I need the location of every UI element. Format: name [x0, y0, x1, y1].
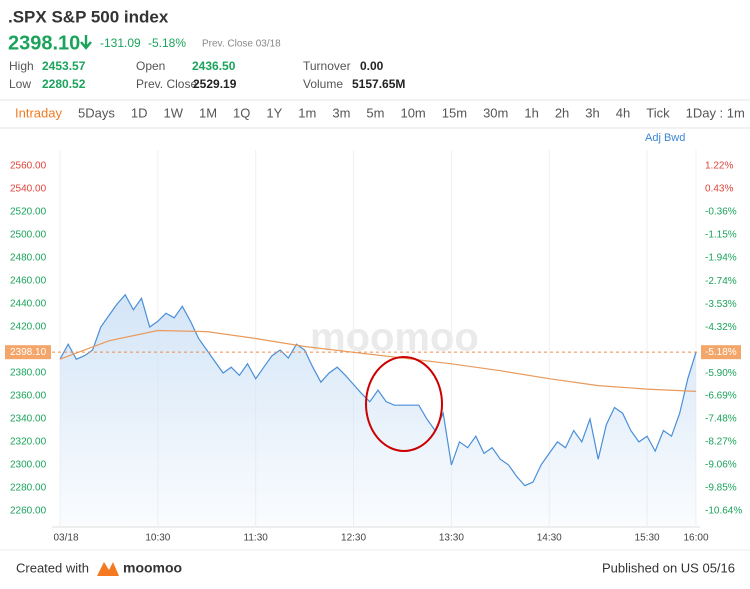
y2-tick-label: 1.22% [705, 161, 733, 172]
price-line [59, 293, 697, 487]
y2-tick-label: -0.36% [705, 207, 737, 218]
stat-label: Open [136, 59, 165, 73]
last-price-box [5, 345, 51, 360]
stat-label: Prev. Close [136, 77, 197, 91]
y-tick-label: 2380.00 [10, 368, 47, 379]
y-tick-label: 2440.00 [10, 299, 47, 310]
prev-close-date: Prev. Close 03/18 [202, 39, 281, 50]
y2-tick-label: -3.53% [705, 299, 737, 310]
stat-value: 2453.57 [42, 59, 86, 73]
stat-value: 2436.50 [192, 59, 236, 73]
x-tick-label: 16:00 [683, 533, 708, 544]
stats: High 2453.57 Low 2280.52 Open 2436.50 Prev. Cl… [9, 59, 405, 91]
y-tick-label: 2520.00 [10, 207, 47, 218]
y2-tick-label: -8.27% [705, 437, 737, 448]
x-tick-label: 15:30 [635, 533, 660, 544]
tab[interactable]: 1Q [233, 105, 250, 120]
last-pct-label: -5.18% [705, 347, 737, 358]
y2-tick-label: -2.74% [705, 276, 737, 287]
change-pct: -5.18% [148, 36, 186, 50]
stat-label: Low [9, 77, 31, 91]
watermark: moomoo [310, 316, 479, 360]
stat-value: 5157.65M [352, 77, 405, 91]
tab[interactable]: 1W [163, 105, 183, 120]
tab[interactable]: Tick [646, 105, 670, 120]
stat-label: High [9, 59, 34, 73]
y2-tick-label: -10.64% [705, 506, 742, 517]
change: -131.09 [100, 36, 141, 50]
tab[interactable]: 1h [524, 105, 538, 120]
tab[interactable]: 1Y [266, 105, 282, 120]
y-tick-label: 2280.00 [10, 483, 47, 494]
y-tick-label: 2260.00 [10, 506, 47, 517]
y2-tick-label: -1.15% [705, 230, 737, 241]
adjust[interactable]: Adj Bwd [645, 132, 685, 144]
y-tick-label: 2320.00 [10, 437, 47, 448]
y2-tick-label: -7.48% [705, 414, 737, 425]
y-tick-label: 2360.00 [10, 391, 47, 402]
tab[interactable]: 10m [400, 105, 425, 120]
y2-tick-label: -9.85% [705, 483, 737, 494]
x-tick-label: 10:30 [145, 533, 170, 544]
average-line [59, 329, 697, 392]
tab[interactable]: 1Day : 1m [686, 105, 745, 120]
y-tick-label: 2340.00 [10, 414, 47, 425]
tab[interactable]: 30m [483, 105, 508, 120]
stat-value: 2280.52 [42, 77, 86, 91]
tab[interactable]: 1M [199, 105, 217, 120]
y-tick-label: 2460.00 [10, 276, 47, 287]
price: 2398.10 [8, 32, 80, 54]
x-tick-label: 13:30 [439, 533, 464, 544]
plot: 03/18 10:30 11:30 12:30 13:30 14:30 15:30 16:00… [5, 150, 742, 544]
price-area [60, 294, 696, 527]
stat-value: 0.00 [360, 59, 384, 73]
stat-value: 2529.19 [193, 77, 237, 91]
x-tick-label: 12:30 [341, 533, 366, 544]
brand-logo [97, 562, 119, 576]
tab[interactable]: 5m [366, 105, 384, 120]
y-tick-label: 2480.00 [10, 253, 47, 264]
stat-label: Turnover [303, 59, 351, 73]
last-pct-box [701, 345, 741, 360]
y-tick-label: 2560.00 [10, 161, 47, 172]
y2-tick-label: -5.90% [705, 368, 737, 379]
y2-tick-label: -9.06% [705, 460, 737, 471]
tab[interactable]: 3m [332, 105, 350, 120]
annotation-circle [365, 356, 443, 452]
y2-tick-label: 0.43% [705, 184, 733, 195]
stat-label: Volume [303, 77, 343, 91]
x-tick-label: 14:30 [537, 533, 562, 544]
footer-created: Created with [16, 560, 89, 575]
last-price-label: 2398.10 [10, 347, 47, 358]
tab[interactable]: 1m [298, 105, 316, 120]
title: .SPX S&P 500 index [8, 7, 169, 26]
y-tick-label: 2300.00 [10, 460, 47, 471]
down-arrow [80, 35, 92, 50]
tab[interactable]: 1D [131, 105, 148, 120]
tab[interactable]: Intraday [15, 105, 62, 120]
y2-tick-label: -6.69% [705, 391, 737, 402]
y2-tick-label: -1.94% [705, 253, 737, 264]
tab[interactable]: 4h [616, 105, 630, 120]
y-tick-label: 2420.00 [10, 322, 47, 333]
x-tick-label: 11:30 [244, 533, 269, 544]
tab[interactable]: 2h [555, 105, 569, 120]
y-tick-label: 2540.00 [10, 184, 47, 195]
x-tick-label: 03/18 [53, 533, 78, 544]
tab[interactable]: 15m [442, 105, 467, 120]
footer-brand: moomoo [123, 560, 182, 576]
tab[interactable]: 3h [585, 105, 599, 120]
tabs: Intraday 5Days 1D 1W 1M 1Q 1Y 1m 3m 5m 10m 15m 30m 1h… [15, 105, 745, 120]
tab[interactable]: 5Days [78, 105, 115, 120]
y2-tick-label: -4.32% [705, 322, 737, 333]
y-tick-label: 2500.00 [10, 230, 47, 241]
footer-published: Published on US 05/16 [602, 560, 735, 575]
